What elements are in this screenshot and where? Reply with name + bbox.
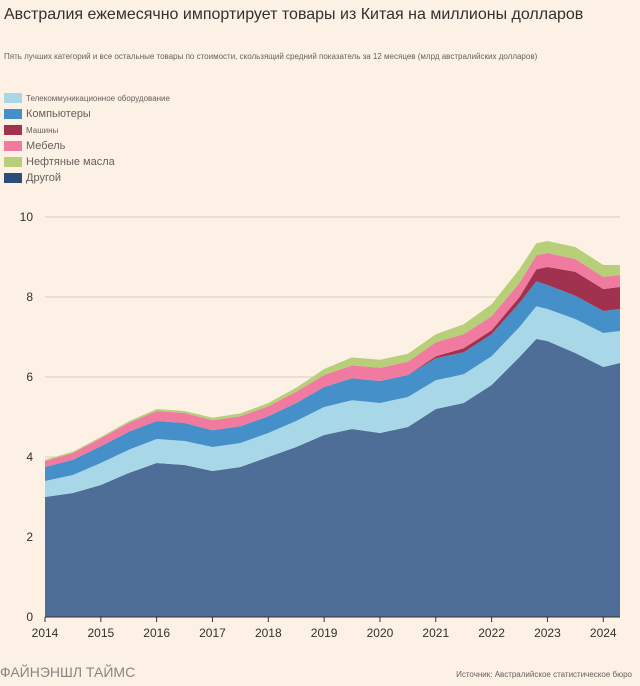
x-tick-label: 2018 [255, 626, 282, 640]
area-series [45, 241, 620, 617]
y-axis: 0 2 4 6 8 10 [20, 210, 34, 624]
x-tick-label: 2021 [422, 626, 449, 640]
legend-item-computers: Компьютеры [4, 106, 170, 122]
legend-swatch [4, 157, 22, 167]
x-tick-label: 2014 [32, 626, 59, 640]
legend-swatch [4, 141, 22, 151]
area-Машины [45, 267, 620, 467]
legend: Телекоммуникационное оборудование Компью… [4, 90, 170, 186]
x-tick-label: 2019 [311, 626, 338, 640]
legend-item-other: Другой [4, 170, 170, 186]
y-tick-label: 4 [26, 450, 33, 464]
legend-item-furniture: Мебель [4, 138, 170, 154]
x-tick-label: 2020 [367, 626, 394, 640]
x-tick-label: 2023 [534, 626, 561, 640]
y-tick-label: 8 [26, 290, 33, 304]
chart-subtitle: Пять лучших категорий и все остальные то… [4, 52, 538, 61]
legend-label: Нефтяные масла [26, 156, 115, 168]
legend-label: Другой [26, 172, 61, 184]
legend-swatch [4, 93, 22, 103]
area-Другой [45, 339, 620, 617]
legend-swatch [4, 125, 22, 135]
legend-label: Телекоммуникационное оборудование [26, 93, 170, 103]
y-tick-label: 2 [26, 530, 33, 544]
legend-swatch [4, 173, 22, 183]
legend-item-machines: Машины [4, 122, 170, 138]
x-tick-label: 2024 [590, 626, 617, 640]
y-tick-label: 6 [26, 370, 33, 384]
ft-brand: ФАЙНЭНШЛ ТАЙМС [0, 664, 136, 680]
legend-label: Мебель [26, 140, 66, 152]
y-tick-label: 10 [20, 210, 34, 224]
legend-item-petroleum: Нефтяные масла [4, 154, 170, 170]
legend-label: Компьютеры [26, 108, 91, 120]
x-tick-label: 2015 [87, 626, 114, 640]
chart-title: Австралия ежемесячно импортирует товары … [4, 6, 584, 23]
x-tick-label: 2022 [478, 626, 505, 640]
y-tick-label: 0 [26, 610, 33, 624]
legend-label: Машины [26, 125, 59, 135]
legend-swatch [4, 109, 22, 119]
area-Компьютеры [45, 281, 620, 481]
x-tick-label: 2016 [143, 626, 170, 640]
source-note: Источник: Австралийское статистическое б… [456, 670, 632, 679]
area-Телекоммуникационное оборудование [45, 306, 620, 497]
legend-item-telecom: Телекоммуникационное оборудование [4, 90, 170, 106]
stacked-area-chart: 0 2 4 6 8 10 2014 2015 2016 2017 2018 2019 2020 2021… [20, 210, 620, 640]
x-tick-label: 2017 [199, 626, 226, 640]
x-axis: 2014 2015 2016 2017 2018 2019 2020 2021 2022 2023… [32, 616, 620, 640]
